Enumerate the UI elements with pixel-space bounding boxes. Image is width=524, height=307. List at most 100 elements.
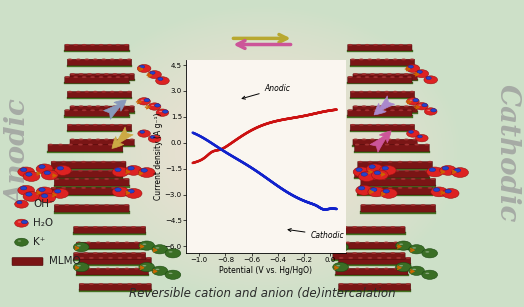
FancyBboxPatch shape bbox=[51, 188, 126, 195]
Ellipse shape bbox=[140, 100, 144, 101]
Circle shape bbox=[413, 99, 419, 102]
Ellipse shape bbox=[121, 73, 126, 75]
Ellipse shape bbox=[108, 170, 113, 172]
Bar bbox=[357, 168, 433, 170]
Ellipse shape bbox=[82, 44, 86, 46]
Ellipse shape bbox=[134, 268, 139, 270]
Bar bbox=[47, 151, 123, 153]
Ellipse shape bbox=[110, 59, 115, 60]
Ellipse shape bbox=[141, 226, 146, 228]
Ellipse shape bbox=[104, 204, 109, 206]
Ellipse shape bbox=[73, 44, 78, 46]
Ellipse shape bbox=[144, 268, 148, 270]
Ellipse shape bbox=[169, 251, 172, 253]
Circle shape bbox=[54, 189, 61, 193]
Ellipse shape bbox=[405, 170, 409, 172]
Text: K⁺: K⁺ bbox=[33, 237, 45, 247]
Ellipse shape bbox=[56, 191, 60, 193]
Circle shape bbox=[380, 188, 397, 198]
Circle shape bbox=[15, 200, 28, 208]
Ellipse shape bbox=[370, 138, 375, 140]
Ellipse shape bbox=[93, 226, 97, 228]
Circle shape bbox=[115, 188, 121, 192]
Ellipse shape bbox=[129, 138, 134, 140]
Ellipse shape bbox=[355, 268, 360, 270]
Bar bbox=[50, 194, 126, 196]
Ellipse shape bbox=[93, 59, 97, 60]
Ellipse shape bbox=[94, 204, 99, 206]
Ellipse shape bbox=[131, 252, 136, 254]
FancyBboxPatch shape bbox=[361, 179, 436, 186]
Ellipse shape bbox=[146, 257, 151, 259]
Bar bbox=[67, 64, 132, 67]
Ellipse shape bbox=[405, 144, 409, 146]
Ellipse shape bbox=[412, 73, 417, 75]
Circle shape bbox=[125, 188, 142, 198]
Ellipse shape bbox=[87, 105, 92, 107]
Ellipse shape bbox=[124, 76, 129, 78]
Ellipse shape bbox=[27, 174, 31, 176]
Ellipse shape bbox=[381, 76, 386, 78]
Ellipse shape bbox=[115, 242, 119, 243]
Ellipse shape bbox=[358, 283, 363, 285]
Ellipse shape bbox=[68, 124, 72, 126]
Ellipse shape bbox=[367, 257, 372, 259]
Ellipse shape bbox=[144, 242, 148, 243]
FancyBboxPatch shape bbox=[73, 227, 146, 233]
Ellipse shape bbox=[99, 257, 103, 259]
Ellipse shape bbox=[371, 204, 376, 206]
Circle shape bbox=[416, 103, 428, 110]
Ellipse shape bbox=[362, 174, 366, 176]
Bar bbox=[357, 194, 433, 196]
Ellipse shape bbox=[410, 59, 414, 60]
Ellipse shape bbox=[348, 109, 353, 111]
Ellipse shape bbox=[374, 268, 379, 270]
Ellipse shape bbox=[388, 187, 392, 189]
Ellipse shape bbox=[348, 76, 353, 78]
Bar bbox=[350, 97, 415, 99]
Text: Cathodic: Cathodic bbox=[494, 84, 521, 223]
Ellipse shape bbox=[359, 91, 364, 93]
Ellipse shape bbox=[96, 242, 101, 243]
Ellipse shape bbox=[412, 247, 416, 249]
Ellipse shape bbox=[358, 257, 363, 259]
Ellipse shape bbox=[412, 269, 416, 270]
Circle shape bbox=[374, 171, 380, 175]
Circle shape bbox=[139, 262, 155, 272]
Ellipse shape bbox=[83, 252, 88, 254]
Ellipse shape bbox=[399, 76, 403, 78]
Ellipse shape bbox=[151, 137, 154, 138]
Ellipse shape bbox=[77, 268, 81, 270]
Circle shape bbox=[139, 241, 155, 250]
Ellipse shape bbox=[355, 242, 360, 243]
FancyBboxPatch shape bbox=[79, 284, 151, 290]
Ellipse shape bbox=[94, 178, 99, 180]
Circle shape bbox=[17, 201, 22, 204]
Circle shape bbox=[128, 166, 134, 170]
Circle shape bbox=[137, 64, 151, 72]
Circle shape bbox=[372, 170, 388, 180]
Ellipse shape bbox=[89, 257, 94, 259]
Ellipse shape bbox=[70, 73, 75, 75]
Ellipse shape bbox=[410, 124, 414, 126]
Circle shape bbox=[39, 165, 45, 169]
FancyBboxPatch shape bbox=[339, 284, 411, 290]
Ellipse shape bbox=[365, 242, 369, 243]
Ellipse shape bbox=[411, 178, 416, 180]
FancyBboxPatch shape bbox=[64, 110, 129, 116]
Ellipse shape bbox=[121, 161, 126, 163]
Ellipse shape bbox=[418, 72, 421, 73]
Ellipse shape bbox=[121, 187, 126, 189]
Ellipse shape bbox=[71, 161, 76, 163]
Ellipse shape bbox=[393, 91, 398, 93]
Circle shape bbox=[73, 243, 89, 252]
Circle shape bbox=[368, 187, 385, 197]
Ellipse shape bbox=[401, 91, 406, 93]
Circle shape bbox=[138, 168, 155, 177]
Ellipse shape bbox=[356, 76, 361, 78]
Circle shape bbox=[20, 168, 27, 172]
Ellipse shape bbox=[377, 257, 382, 259]
Ellipse shape bbox=[110, 91, 115, 93]
Ellipse shape bbox=[362, 226, 367, 228]
Ellipse shape bbox=[64, 178, 69, 180]
